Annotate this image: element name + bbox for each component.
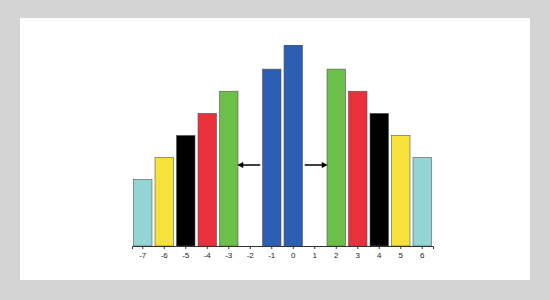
tick-mark	[142, 246, 143, 249]
tick-mark	[164, 246, 165, 249]
tick: -3	[225, 246, 233, 260]
tick-mark	[185, 246, 186, 249]
bar	[198, 113, 216, 246]
tick-mark	[207, 246, 208, 249]
tick-label: -2	[247, 251, 255, 260]
bar	[327, 69, 345, 246]
tick-label: 4	[377, 251, 382, 260]
bar	[134, 180, 152, 246]
bar	[177, 135, 195, 246]
tick: -6	[161, 246, 169, 260]
tick-label: 1	[313, 251, 318, 260]
tick-label: -1	[268, 251, 276, 260]
tick: -4	[204, 246, 212, 260]
tick-label: 3	[356, 251, 361, 260]
tick-mark	[357, 246, 358, 249]
background	[0, 0, 550, 300]
chart: -7 -6 -5 -4 -3 -2 -1 0 1 2 3 4 5 6	[0, 0, 550, 300]
arrow-head	[322, 162, 328, 168]
bar	[370, 113, 388, 246]
tick-mark	[422, 246, 423, 249]
tick-mark	[228, 246, 229, 249]
tick-mark	[336, 246, 337, 249]
tick: -7	[139, 246, 147, 260]
tick: 4	[377, 246, 382, 260]
tick-label: 0	[291, 251, 296, 260]
bar	[349, 91, 367, 246]
bars	[134, 45, 432, 246]
tick: -2	[247, 246, 255, 260]
tick-mark	[250, 246, 251, 249]
tick: 2	[334, 246, 339, 260]
bar	[284, 45, 302, 246]
bar	[392, 135, 410, 246]
tick: -5	[182, 246, 190, 260]
tick: 0	[291, 246, 296, 260]
tick: 6	[420, 246, 425, 260]
tick-mark	[271, 246, 272, 249]
tick-mark	[400, 246, 401, 249]
tick-label: 6	[420, 251, 425, 260]
arrow-head	[237, 162, 243, 168]
tick-label: -6	[161, 251, 169, 260]
bar	[220, 91, 238, 246]
tick-mark	[314, 246, 315, 249]
x-axis-line	[133, 247, 434, 250]
bar	[413, 158, 431, 246]
tick-label: -7	[139, 251, 147, 260]
bar	[155, 158, 173, 246]
x-axis: -7 -6 -5 -4 -3 -2 -1 0 1 2 3 4 5 6	[133, 246, 434, 260]
tick: 3	[356, 246, 361, 260]
tick-label: 2	[334, 251, 339, 260]
tick-label: -3	[225, 251, 233, 260]
tick-mark	[293, 246, 294, 249]
tick: 1	[313, 246, 318, 260]
tick-mark	[379, 246, 380, 249]
bar	[263, 69, 281, 246]
tick-label: -4	[204, 251, 212, 260]
panel	[20, 18, 530, 280]
tick: -1	[268, 246, 276, 260]
tick-label: 5	[399, 251, 404, 260]
tick-label: -5	[182, 251, 190, 260]
tick: 5	[399, 246, 404, 260]
